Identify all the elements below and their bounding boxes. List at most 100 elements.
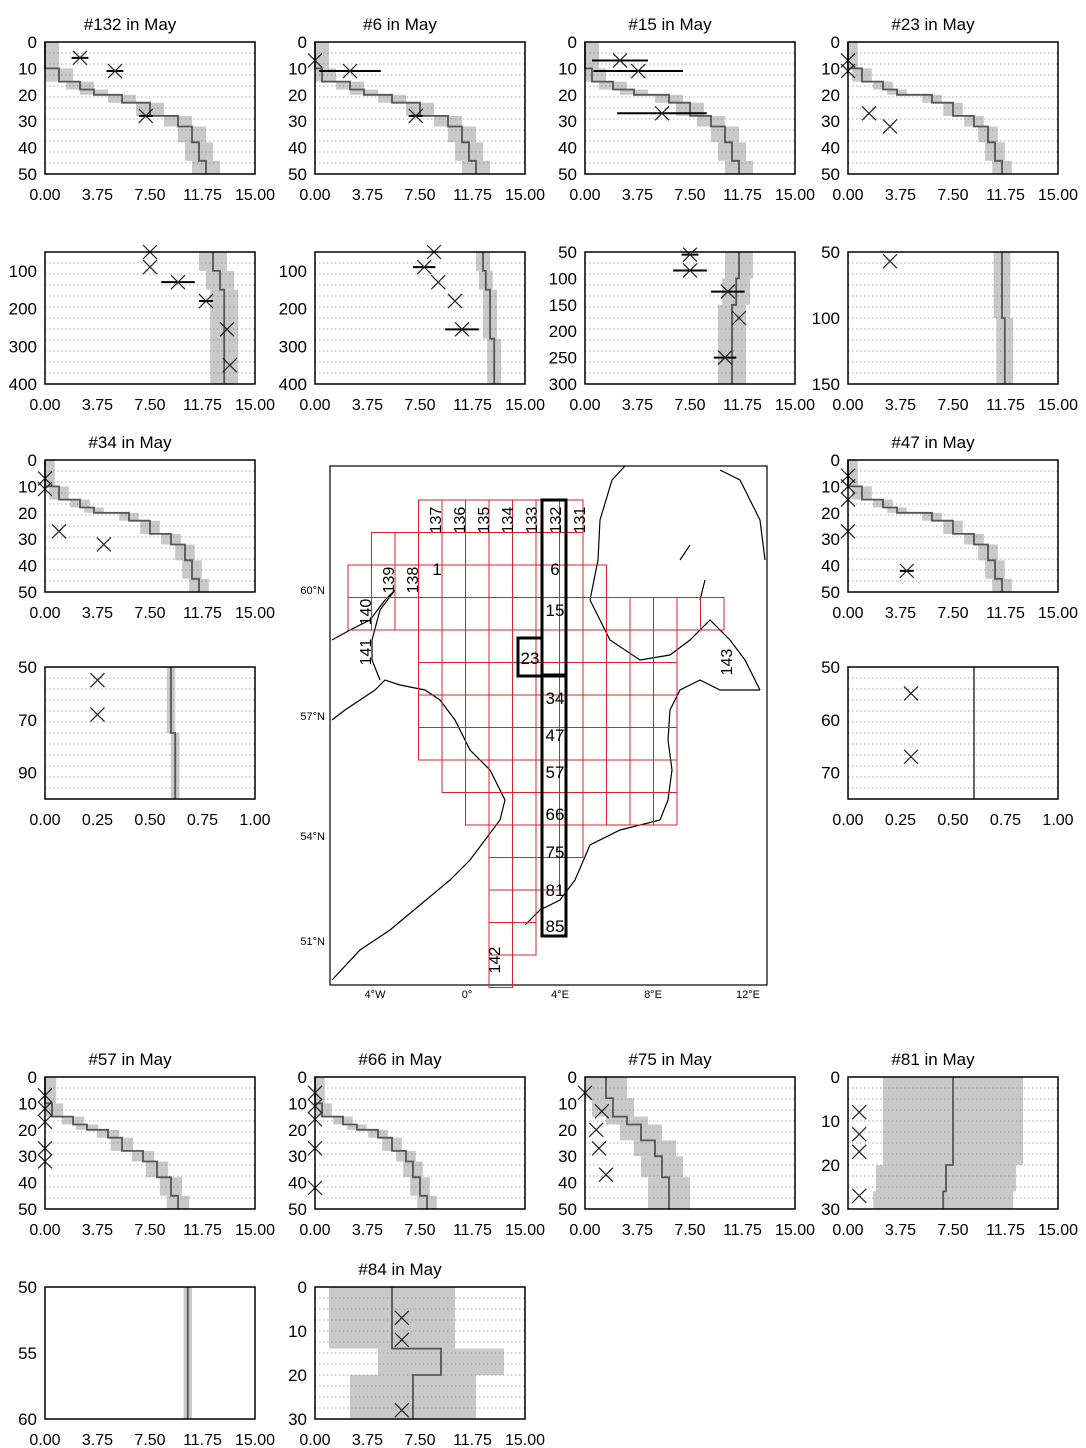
box-label-139: 139 [381, 567, 398, 594]
x-tick-label: 3.75 [352, 397, 383, 414]
x-tick-label: 15.00 [505, 187, 545, 204]
plot-frame [44, 41, 256, 175]
x-tick-label: 3.75 [82, 187, 113, 204]
x-tick-label: 3.75 [352, 1432, 383, 1448]
panel-title: #84 in May [358, 1260, 442, 1279]
panel-p81b: 50 55 60 0.00 3.75 7.50 11.75 15.00 [18, 1278, 275, 1448]
x-tick-label: 7.50 [404, 1432, 435, 1448]
observation-mark [717, 350, 733, 366]
coast-netherlands [524, 819, 661, 926]
y-tick-label: 300 [549, 375, 577, 394]
panel-title: #23 in May [891, 15, 975, 34]
y-tick-label: 20 [18, 504, 37, 523]
panel-p132: #132 in May 0 10 20 30 40 50 0.00 3.75 7.50 11.75 1… [18, 15, 275, 204]
y-tick-label: 0 [831, 33, 840, 52]
box-label-15: 15 [546, 601, 565, 620]
observation-mark [612, 53, 628, 68]
y-tick-label: 50 [821, 165, 840, 184]
observation-mark [903, 749, 919, 765]
x-tick-label: 3.75 [885, 397, 916, 414]
x-tick-label: 15.00 [1038, 397, 1078, 414]
x-tick-label: 15.00 [1038, 1222, 1078, 1239]
x-tick-label: 0.00 [29, 1432, 60, 1448]
panel-title: #132 in May [84, 15, 177, 34]
y-tick-label: 200 [549, 322, 577, 341]
x-tick-label: 0.00 [832, 812, 863, 829]
box-label-75: 75 [546, 843, 565, 862]
profile-line [212, 252, 226, 384]
x-tick-label: 15.00 [235, 605, 275, 622]
x-tick-label: 7.50 [134, 605, 165, 622]
observation-mark [219, 321, 235, 337]
y-tick-label: 50 [558, 165, 577, 184]
panel-p47: #47 in May 0 10 20 30 40 50 0.00 3.75 7.50 11.75 15… [821, 433, 1078, 622]
x-tick-label: 0.50 [937, 812, 968, 829]
y-tick-label: 20 [18, 86, 37, 105]
y-tick-label: 30 [18, 530, 37, 549]
observation-mark [342, 63, 358, 79]
x-tick-label: 15.00 [235, 1432, 275, 1448]
lat-label: 57°N [300, 711, 325, 723]
uncertainty-band [315, 1077, 325, 1104]
panel-p75: #75 in May 0 10 20 30 40 50 0.00 3.75 7.50 11.75 15… [558, 1050, 815, 1239]
x-tick-label: 7.50 [937, 397, 968, 414]
box-label-66: 66 [546, 805, 565, 824]
y-tick-label: 40 [821, 139, 840, 158]
y-tick-label: 10 [288, 1322, 307, 1341]
uncertainty-band [45, 42, 59, 69]
observation-mark [899, 563, 915, 579]
x-tick-label: 0.75 [990, 812, 1021, 829]
box-label-136: 136 [452, 507, 469, 534]
x-tick-label: 0.00 [832, 1222, 863, 1239]
plot-frame [314, 41, 526, 175]
y-tick-label: 100 [279, 262, 307, 281]
y-tick-label: 30 [821, 1200, 840, 1219]
x-tick-label: 0.00 [29, 605, 60, 622]
y-tick-label: 0 [28, 451, 37, 470]
coast-denmark [659, 679, 760, 821]
x-tick-label: 3.75 [885, 605, 916, 622]
y-tick-label: 20 [558, 86, 577, 105]
profile-line [314, 42, 477, 174]
lon-label: 0° [462, 989, 473, 1001]
observation-mark [138, 108, 154, 124]
panel-title: #34 in May [88, 433, 172, 452]
box-label-85: 85 [546, 917, 565, 936]
observation-mark [731, 310, 747, 326]
plot-frame [44, 459, 256, 593]
x-tick-label: 11.75 [723, 187, 762, 204]
lat-label: 60°N [300, 585, 325, 597]
observation-mark [142, 259, 158, 275]
y-tick-label: 30 [821, 112, 840, 131]
y-tick-label: 100 [549, 269, 577, 288]
panel-p84: #84 in May 0 10 20 30 0.00 3.75 7.50 11.75 15.00 [288, 1260, 545, 1448]
x-tick-label: 3.75 [885, 187, 916, 204]
panel-p47b: 50 60 70 0.00 0.25 0.50 0.75 1.00 [821, 658, 1074, 829]
x-tick-label: 11.75 [723, 1222, 762, 1239]
x-tick-label: 0.75 [187, 812, 218, 829]
x-tick-label: 11.75 [453, 397, 492, 414]
highlight-boxes [516, 498, 568, 938]
box-label-133: 133 [524, 507, 541, 534]
observation-mark [682, 263, 698, 278]
plot-frame [44, 1286, 256, 1420]
x-tick-label: 1.00 [1042, 812, 1073, 829]
y-tick-label: 300 [9, 337, 37, 356]
x-tick-label: 11.75 [183, 1432, 222, 1448]
y-tick-label: 30 [558, 112, 577, 131]
x-tick-label: 15.00 [505, 397, 545, 414]
x-tick-label: 11.75 [986, 397, 1025, 414]
x-tick-label: 11.75 [453, 1432, 492, 1448]
observation-mark [394, 1310, 410, 1326]
panel-p23: #23 in May 0 10 20 30 40 50 0.00 3.75 7.50 11.75 15… [821, 15, 1078, 204]
x-tick-label: 11.75 [723, 397, 762, 414]
observation-mark [394, 1332, 410, 1348]
plot-frame [584, 41, 796, 175]
y-tick-label: 400 [279, 375, 307, 394]
y-tick-label: 10 [18, 59, 37, 78]
map-frame [329, 465, 768, 986]
plot-frame [44, 251, 256, 385]
observation-mark [591, 1140, 607, 1156]
observation-mark [447, 293, 463, 309]
highlight-south [540, 674, 568, 938]
